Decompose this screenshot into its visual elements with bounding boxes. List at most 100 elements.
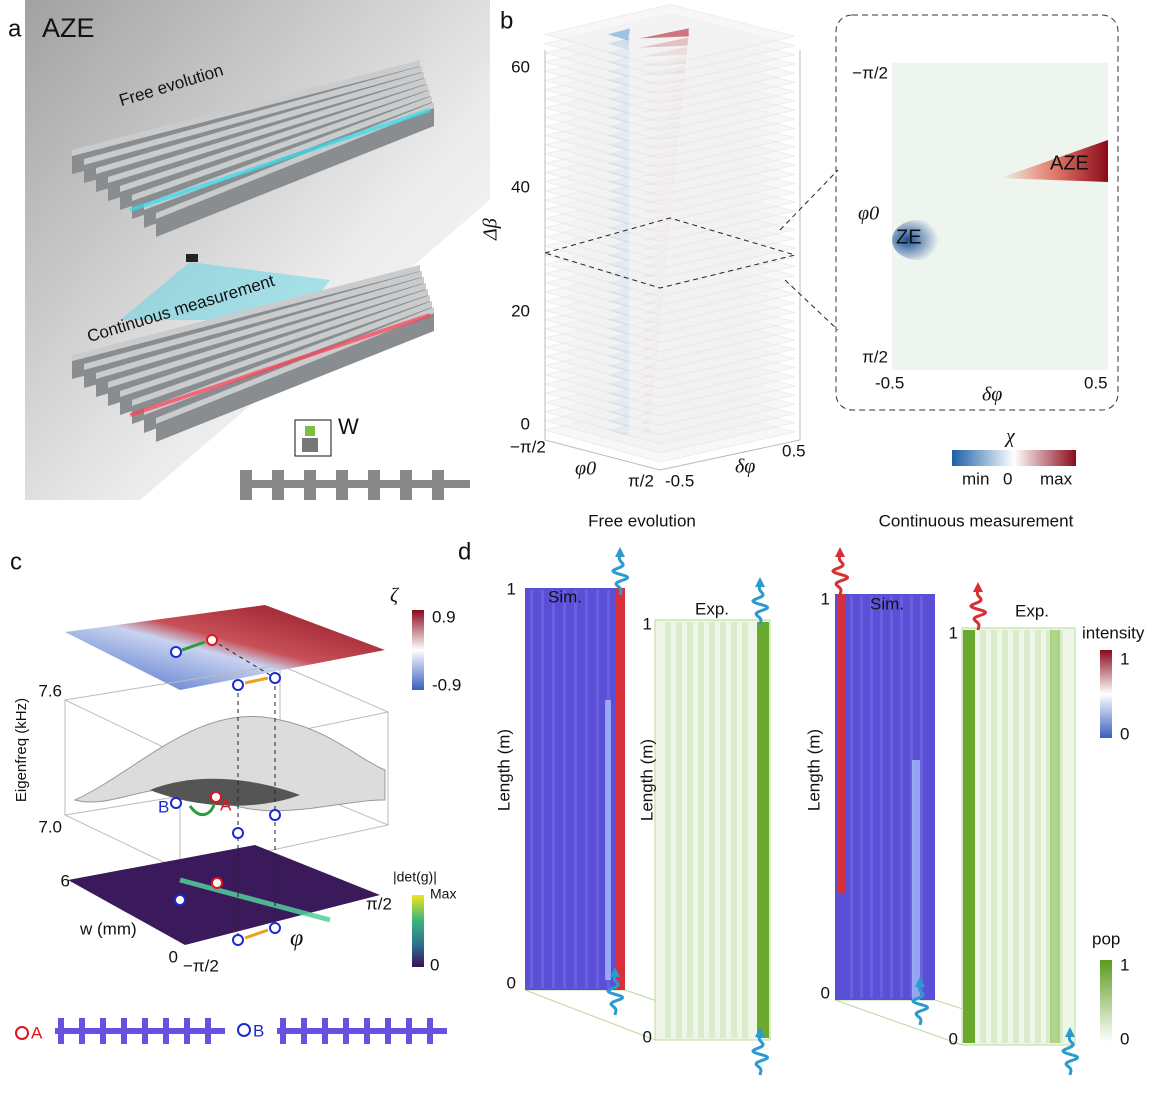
exp-edge — [757, 622, 769, 1038]
tick: 60 — [511, 57, 530, 76]
axis-label: Δβ — [480, 218, 502, 241]
tick: 40 — [511, 177, 530, 196]
figure: a AZE Free evolution Continuous measurem… — [0, 0, 1167, 1097]
axis-label: Length (m) — [637, 739, 656, 821]
tick: 0 — [821, 983, 830, 1002]
map-label: Sim. — [870, 594, 904, 613]
modes — [55, 1018, 447, 1044]
tick: 1 — [1120, 649, 1129, 668]
tick: −π/2 — [852, 63, 888, 82]
map-label: Sim. — [548, 587, 582, 606]
exp-stripe — [720, 622, 726, 1038]
tick: -0.9 — [432, 675, 461, 694]
mode-bar — [58, 1018, 64, 1044]
mode-bar — [100, 1018, 106, 1044]
tick: 0 — [1120, 1029, 1129, 1048]
region-label: ZE — [896, 226, 922, 248]
panel-label: a — [8, 15, 22, 42]
tick: 0 — [507, 973, 516, 992]
subtitle: Continuous measurement — [879, 511, 1074, 530]
colorbar — [412, 610, 424, 690]
tick: Max — [430, 886, 456, 902]
mode-bar — [364, 1018, 370, 1044]
colorbar — [1100, 650, 1112, 738]
tick: 0.9 — [432, 607, 456, 626]
point-label: A — [220, 795, 232, 814]
axis-label: φ — [290, 926, 303, 952]
mode-bar — [301, 1018, 307, 1044]
sim-stripe — [563, 590, 566, 988]
axis-label: φ0 — [858, 203, 879, 225]
region-label: AZE — [1050, 152, 1089, 174]
exp-stripe — [665, 622, 671, 1038]
mode-bar — [205, 1018, 211, 1044]
wave-arrow — [973, 582, 983, 592]
map-label: Exp. — [1015, 601, 1049, 620]
colorbar-title: intensity — [1082, 623, 1145, 642]
exp-stripe — [742, 622, 748, 1038]
axis-label: φ0 — [575, 458, 596, 480]
tick: π/2 — [862, 347, 888, 366]
sim-stripe — [574, 590, 577, 988]
colorbar-title: |det(g)| — [393, 869, 437, 885]
cross-section — [240, 470, 470, 500]
exp-stripe — [709, 622, 715, 1038]
tick: 1 — [1120, 955, 1129, 974]
zeta-surface — [65, 605, 385, 690]
axis-label: δφ — [735, 456, 755, 478]
sim-stripe — [900, 596, 903, 998]
sim-stripe — [880, 596, 883, 998]
colorbar-label: 0 — [1003, 469, 1012, 488]
colorbar — [1100, 960, 1112, 1042]
sim-stripe — [850, 596, 853, 998]
panel-label: d — [458, 538, 471, 565]
panel-d: d Free evolution Continuous measurement … — [458, 511, 1145, 1075]
mode-bar — [280, 1018, 286, 1044]
exp-stripe — [731, 622, 737, 1038]
exp-stripe — [687, 622, 693, 1038]
zoom-gray — [302, 438, 318, 452]
map-label: Exp. — [695, 599, 729, 618]
mode-label: B — [253, 1021, 264, 1040]
tick: 6 — [61, 871, 70, 890]
wave-arrow — [835, 547, 845, 557]
zoom-green — [305, 426, 315, 436]
axis-label: Eigenfreq (kHz) — [13, 698, 30, 802]
exp-stripe — [1002, 630, 1008, 1043]
exp-stripe — [1013, 630, 1019, 1043]
panel-label: c — [10, 548, 22, 575]
panel-a: a AZE Free evolution Continuous measurem… — [8, 0, 490, 500]
sim-edge — [615, 588, 625, 990]
tick: 7.6 — [38, 681, 62, 700]
panel-b: b 60 40 20 0 Δβ −π/2 π/2 φ0 -0.5 0.5 δφ … — [480, 4, 1118, 490]
camera — [186, 254, 198, 262]
panel-c: c ζ 0.9 -0.9 7.6 7.0 Eigenfreq (kHz) 6 0… — [10, 548, 461, 1044]
panel-title: AZE — [42, 13, 95, 43]
mode-bar — [79, 1018, 85, 1044]
tick: 0 — [1120, 724, 1129, 743]
sim-stripe — [585, 590, 588, 988]
colorbar — [952, 450, 1076, 466]
circle-icon — [16, 1027, 28, 1039]
wave-arrow — [755, 577, 765, 587]
exp-stripe — [676, 622, 682, 1038]
sim-stripe — [920, 596, 923, 998]
width-label: W — [338, 414, 359, 439]
colorbar-title: χ — [1004, 426, 1016, 448]
sim-glow — [605, 700, 611, 980]
tick: 0.5 — [1084, 373, 1108, 392]
tick: 1 — [949, 623, 958, 642]
colorbar-label: min — [962, 469, 989, 488]
sim-stripe — [596, 590, 599, 988]
point-label: B — [158, 797, 169, 816]
exp-edge — [1050, 630, 1060, 1043]
wave — [971, 590, 985, 630]
sim-stripe — [890, 596, 893, 998]
exp-edge — [963, 630, 975, 1043]
colorbar-title: ζ — [390, 585, 400, 607]
sim-glow — [912, 760, 920, 1000]
wave — [753, 1035, 767, 1075]
exp-stripe — [991, 630, 997, 1043]
sim-edge — [838, 594, 846, 894]
wave — [833, 555, 847, 595]
